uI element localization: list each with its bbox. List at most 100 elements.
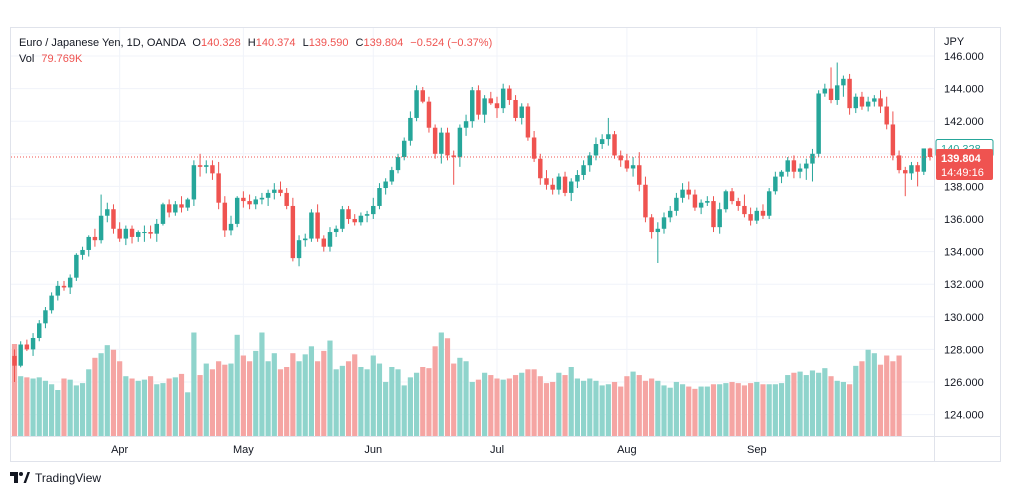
candle-body[interactable]	[105, 209, 110, 216]
candle-body[interactable]	[234, 197, 240, 224]
candle-body[interactable]	[785, 160, 790, 172]
candle-body[interactable]	[513, 100, 518, 118]
candle-body[interactable]	[692, 194, 698, 208]
candle-body[interactable]	[680, 189, 685, 198]
candle-body[interactable]	[599, 139, 605, 145]
candle-body[interactable]	[284, 192, 289, 206]
candle-body[interactable]	[463, 121, 469, 128]
candle-body[interactable]	[414, 90, 419, 118]
candle-body[interactable]	[500, 88, 506, 109]
candle-body[interactable]	[222, 202, 228, 231]
candle-body[interactable]	[12, 355, 17, 366]
candle-body[interactable]	[191, 165, 197, 200]
candle-body[interactable]	[204, 165, 209, 167]
candle-body[interactable]	[630, 165, 636, 169]
candle-body[interactable]	[457, 127, 463, 158]
candle-body[interactable]	[408, 117, 413, 141]
candle-body[interactable]	[352, 219, 357, 223]
candle-body[interactable]	[482, 98, 487, 115]
candle-body[interactable]	[773, 176, 778, 192]
candle-body[interactable]	[49, 295, 54, 311]
candle-body[interactable]	[575, 174, 580, 182]
tradingview-brand[interactable]: TradingView	[10, 471, 101, 485]
candle-body[interactable]	[884, 106, 889, 125]
candle-body[interactable]	[674, 197, 679, 211]
candle-body[interactable]	[804, 163, 809, 169]
candle-body[interactable]	[451, 155, 456, 158]
candle-body[interactable]	[810, 153, 815, 164]
candle-body[interactable]	[142, 232, 147, 234]
candle-body[interactable]	[538, 158, 543, 179]
candle-body[interactable]	[346, 209, 351, 219]
candle-body[interactable]	[562, 176, 568, 193]
candle-body[interactable]	[711, 201, 716, 228]
candle-body[interactable]	[265, 192, 271, 198]
candle-body[interactable]	[166, 204, 172, 213]
candle-body[interactable]	[550, 184, 555, 190]
candle-body[interactable]	[649, 217, 654, 233]
candle-body[interactable]	[377, 188, 382, 206]
candle-body[interactable]	[55, 285, 61, 296]
candle-body[interactable]	[315, 212, 320, 239]
candle-body[interactable]	[717, 209, 722, 228]
candle-body[interactable]	[401, 140, 407, 158]
candle-body[interactable]	[865, 101, 871, 107]
candle-body[interactable]	[395, 157, 401, 171]
candle-body[interactable]	[742, 205, 747, 215]
candle-body[interactable]	[129, 228, 135, 237]
candle-body[interactable]	[272, 189, 277, 193]
candle-body[interactable]	[340, 209, 345, 229]
candle-body[interactable]	[581, 165, 586, 175]
candle-body[interactable]	[519, 106, 524, 118]
candle-body[interactable]	[327, 232, 333, 247]
candle-body[interactable]	[470, 90, 475, 122]
candle-body[interactable]	[321, 238, 327, 247]
candle-body[interactable]	[278, 189, 283, 193]
candle-body[interactable]	[816, 93, 821, 154]
candle-body[interactable]	[24, 344, 30, 350]
candle-body[interactable]	[667, 210, 673, 218]
candle-body[interactable]	[531, 137, 537, 159]
candle-body[interactable]	[98, 215, 104, 241]
candle-body[interactable]	[241, 197, 246, 202]
candle-body[interactable]	[160, 204, 166, 224]
candle-body[interactable]	[618, 155, 623, 161]
candle-body[interactable]	[154, 223, 160, 234]
candle-body[interactable]	[705, 201, 710, 203]
candle-body[interactable]	[74, 254, 79, 278]
candle-body[interactable]	[859, 96, 865, 107]
candle-body[interactable]	[111, 209, 116, 229]
candle-body[interactable]	[92, 236, 98, 241]
symbol-title[interactable]: Euro / Japanese Yen, 1D, OANDA	[19, 37, 186, 49]
candle-body[interactable]	[371, 205, 376, 215]
candle-body[interactable]	[259, 197, 265, 200]
candle-body[interactable]	[488, 98, 494, 104]
candle-body[interactable]	[915, 165, 920, 172]
candle-body[interactable]	[43, 310, 48, 324]
candle-body[interactable]	[828, 88, 834, 101]
candle-body[interactable]	[643, 184, 648, 218]
candle-body[interactable]	[853, 96, 858, 109]
candle-body[interactable]	[748, 214, 753, 221]
candle-body[interactable]	[766, 191, 772, 216]
candle-body[interactable]	[872, 98, 877, 102]
candle-body[interactable]	[296, 240, 302, 259]
candle-body[interactable]	[445, 132, 450, 156]
candle-body[interactable]	[729, 191, 735, 202]
candle-body[interactable]	[432, 127, 438, 154]
candle-body[interactable]	[290, 205, 296, 259]
candle-body[interactable]	[80, 249, 85, 255]
candle-body[interactable]	[593, 144, 599, 156]
candle-body[interactable]	[841, 78, 846, 86]
candle-body[interactable]	[890, 124, 896, 156]
candle-body[interactable]	[834, 85, 840, 101]
candle-body[interactable]	[123, 228, 129, 239]
candle-body[interactable]	[216, 173, 221, 203]
candle-body[interactable]	[544, 178, 549, 185]
candle-body[interactable]	[822, 88, 828, 94]
candle-body[interactable]	[247, 201, 252, 205]
candle-body[interactable]	[173, 204, 178, 213]
candle-body[interactable]	[86, 236, 91, 250]
candle-body[interactable]	[896, 155, 902, 171]
